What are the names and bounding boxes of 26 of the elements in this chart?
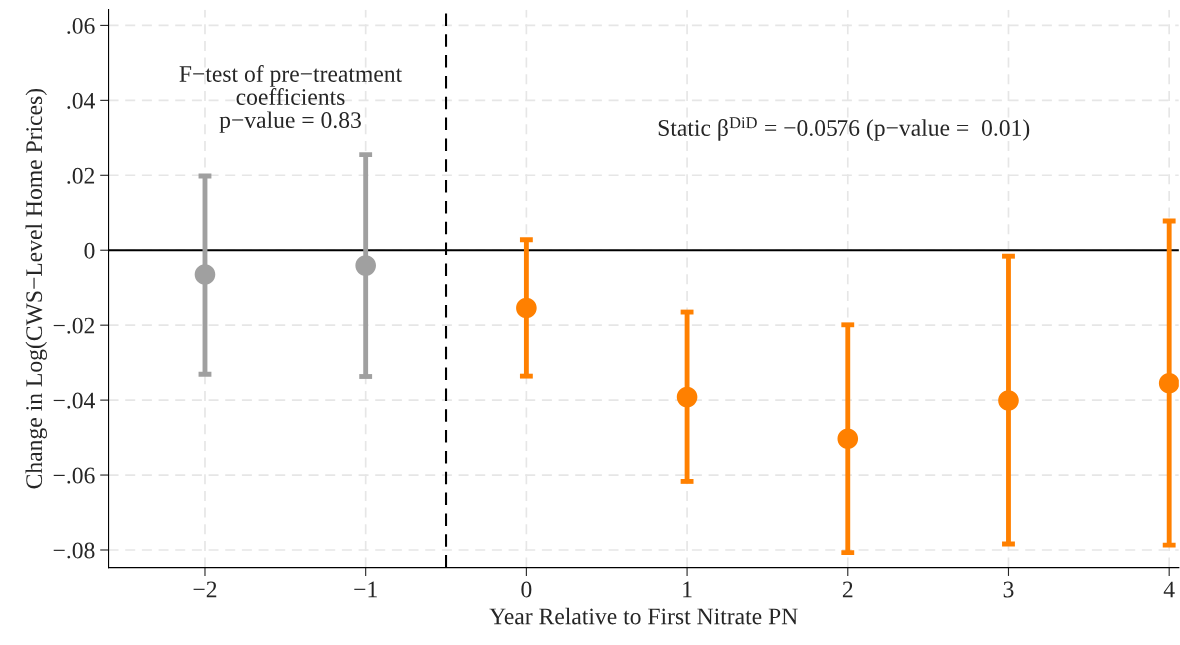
x-tick-label: −1 — [354, 581, 377, 598]
y-tick-label: .02 — [67, 167, 95, 184]
x-tick-label: −2 — [193, 581, 217, 598]
point — [837, 428, 859, 449]
annotation: F−test of pre−treatment coefficients p−value = 0.83 — [179, 65, 403, 133]
x-tick-label: 3 — [1003, 581, 1014, 598]
annotation: Static β$^{DiD}$ = −0.0576 (p−value = 0.01) — [658, 117, 1030, 141]
point — [1158, 372, 1179, 394]
point — [355, 255, 376, 276]
point — [998, 390, 1019, 411]
x-axis-title: Year Relative to First Nitrate PN — [489, 607, 798, 625]
x-tick-label: 4 — [1163, 581, 1175, 598]
y-axis-title: Change in Log(CWS−Level Home Prices) — [25, 88, 47, 489]
y-tick-label: −.08 — [53, 542, 95, 559]
x-tick-label: 0 — [521, 581, 532, 598]
y-tick-label: .04 — [67, 92, 95, 109]
x-tick-label: 1 — [683, 581, 692, 598]
y-tick-label: −.02 — [53, 317, 95, 334]
y-tick-label: 0 — [84, 242, 95, 259]
point — [676, 386, 698, 408]
y-tick-label: −.04 — [53, 392, 95, 409]
point — [516, 297, 537, 319]
point — [194, 264, 216, 285]
y-tick-label: −.06 — [53, 467, 95, 484]
x-tick-label: 2 — [842, 581, 853, 598]
y-tick-label: .06 — [67, 17, 95, 34]
